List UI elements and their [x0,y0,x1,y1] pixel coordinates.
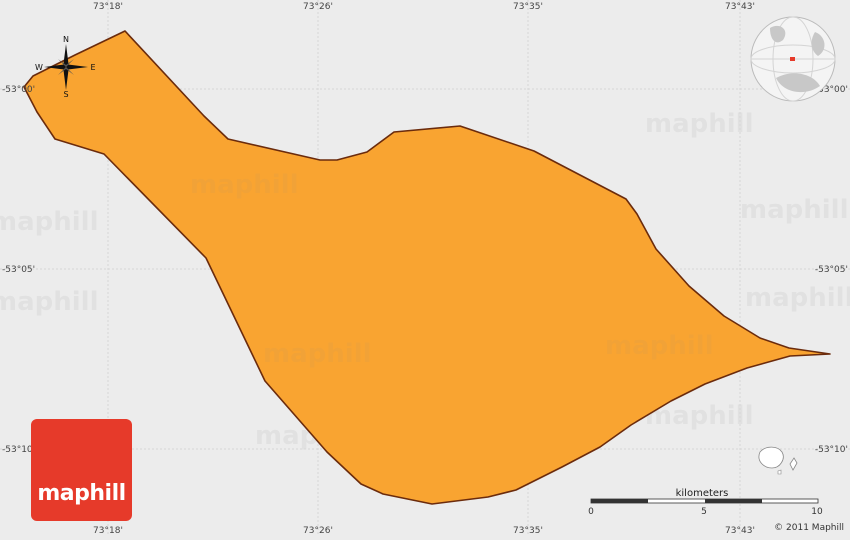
longitude-label: 73°18' [93,2,123,12]
longitude-label: 73°35' [513,2,543,12]
longitude-label: 73°35' [513,526,543,536]
latitude-label: -53°05' [815,265,848,275]
scale-label: 10 [811,507,823,517]
logo-text: maphill [31,481,132,506]
longitude-label: 73°18' [93,526,123,536]
watermark: maphill [745,283,850,313]
compass-west: W [35,63,43,72]
watermark: maphill [605,331,714,361]
watermark: maphill [0,287,99,317]
bottom-longitude-labels: 73°18' 73°26' 73°35' 73°43' [93,526,755,536]
region-inset-icon [759,447,797,474]
scale-label: 5 [701,507,707,517]
latitude-label: -53°00' [2,85,35,95]
watermark: maphill [0,207,99,237]
latitude-label: -53°10' [815,445,848,455]
scale-bar: kilometers 0 5 10 [588,488,823,517]
island-shape[interactable] [24,31,830,504]
location-marker [790,57,795,61]
maphill-logo[interactable]: maphill [31,419,132,521]
right-latitude-labels: -53°00' -53°05' -53°10' [815,85,848,455]
scale-title: kilometers [676,488,729,499]
watermark: maphill [263,339,372,369]
longitude-label: 73°26' [303,526,333,536]
globe-locator-icon [751,17,835,101]
longitude-label: 73°26' [303,2,333,12]
watermark: maphill [190,170,299,200]
watermark: maphill [645,109,754,139]
scale-label: 0 [588,507,594,517]
left-latitude-labels: -53°00' -53°05' -53°10' [2,85,35,455]
copyright-text: © 2011 Maphill [774,523,844,533]
longitude-label: 73°43' [725,2,755,12]
top-longitude-labels: 73°18' 73°26' 73°35' 73°43' [93,2,755,12]
latitude-label: -53°05' [2,265,35,275]
compass-north: N [63,35,69,44]
compass-south: S [63,90,68,99]
compass-east: E [90,63,95,72]
watermark: maphill [740,195,849,225]
longitude-label: 73°43' [725,526,755,536]
